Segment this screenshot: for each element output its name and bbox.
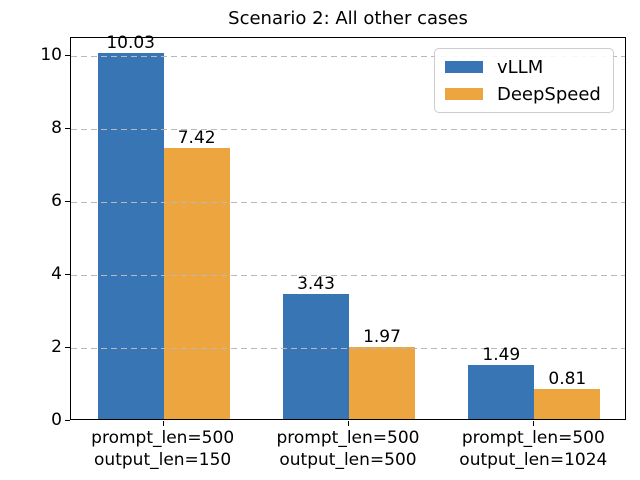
y-tick-label-8: 8	[51, 117, 62, 138]
bar-vllm-group1	[97, 53, 164, 419]
value-label-deepspeed-group2: 1.97	[363, 327, 401, 348]
value-label-vllm-group3: 1.49	[482, 344, 521, 365]
deepspeed-color-swatch	[445, 88, 483, 100]
y-tick-label-2: 2	[51, 336, 62, 357]
deepspeed-legend-label: DeepSpeed	[497, 83, 601, 105]
legend-item-deepspeed: DeepSpeed	[445, 83, 603, 105]
bar-vllm-group2	[283, 293, 349, 419]
value-label-deepspeed-group3: 0.81	[548, 369, 587, 390]
x-tick-label-group1: prompt_len=500 output_len=150	[91, 428, 235, 470]
x-tick-mark-group2	[348, 421, 349, 426]
y-tick-mark-2	[65, 346, 70, 348]
gridline-y8	[71, 128, 625, 130]
y-tick-mark-0	[65, 419, 70, 421]
vllm-legend-label: vLLM	[497, 56, 544, 78]
bar-deepspeed-group1	[163, 148, 230, 419]
value-label-vllm-group2: 3.43	[297, 273, 335, 294]
legend: vLLM DeepSpeed	[434, 48, 614, 113]
gridline-y6	[71, 201, 625, 203]
y-tick-label-10: 10	[40, 44, 62, 65]
bar-deepspeed-group2	[349, 347, 415, 419]
value-label-vllm-group1: 10.03	[106, 33, 155, 54]
x-tick-mark-group3	[533, 421, 535, 426]
y-tick-label-0: 0	[51, 409, 62, 430]
gridline-y4	[71, 274, 625, 276]
gridline-y10	[71, 55, 625, 57]
y-tick-mark-6	[65, 200, 70, 202]
y-tick-mark-4	[65, 273, 70, 275]
gridline-y2	[71, 347, 625, 349]
x-tick-label-group2: prompt_len=500 output_len=500	[276, 428, 420, 470]
y-tick-label-4: 4	[51, 263, 62, 284]
x-tick-mark-group1	[162, 421, 164, 426]
plot-area: 10.03 3.43 1.49 7.42 1.97 0.81 vLLM DeepSpeed	[70, 33, 626, 420]
bar-deepspeed-group3	[534, 389, 601, 419]
bar-vllm-group3	[468, 364, 535, 419]
y-tick-mark-8	[65, 127, 70, 129]
legend-item-vllm: vLLM	[445, 56, 603, 78]
value-label-deepspeed-group1: 7.42	[177, 128, 216, 149]
vllm-color-swatch	[445, 61, 483, 73]
x-tick-label-group3: prompt_len=500 output_len=1024	[459, 428, 608, 470]
y-tick-label-6: 6	[51, 190, 62, 211]
y-tick-mark-10	[65, 54, 70, 56]
chart-title: Scenario 2: All other cases	[228, 8, 468, 29]
